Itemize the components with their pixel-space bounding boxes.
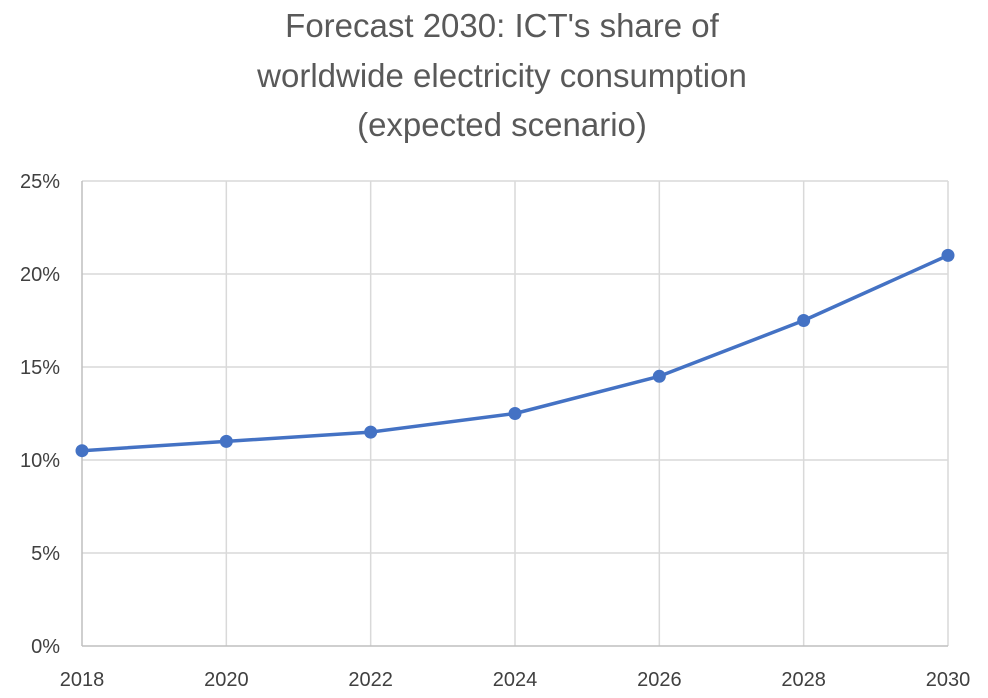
chart-title: Forecast 2030: ICT's share of worldwide … — [256, 7, 747, 143]
chart-title-line-2: worldwide electricity consumption — [256, 57, 747, 94]
data-point-2030 — [941, 248, 955, 262]
y-axis-tick-labels: 0% 5% 10% 15% 20% 25% — [20, 171, 60, 658]
y-tick-label: 15% — [20, 357, 60, 379]
y-tick-label: 20% — [20, 264, 60, 286]
x-tick-label: 2018 — [60, 669, 105, 691]
x-tick-label: 2020 — [204, 669, 249, 691]
x-tick-label: 2022 — [348, 669, 393, 691]
axes — [81, 181, 948, 647]
chart-title-line-3: (expected scenario) — [357, 106, 647, 143]
y-tick-label: 25% — [20, 171, 60, 193]
data-series — [75, 248, 955, 458]
x-tick-label: 2026 — [637, 669, 682, 691]
data-point-2020 — [219, 434, 233, 448]
data-point-2024 — [508, 407, 522, 420]
data-point-2026 — [652, 369, 666, 383]
x-tick-label: 2024 — [493, 669, 538, 691]
data-point-2022 — [364, 425, 378, 439]
x-axis-tick-labels: 2018 2020 2022 2024 2026 2028 2030 — [60, 669, 971, 691]
chart-title-line-1: Forecast 2030: ICT's share of — [285, 7, 719, 44]
y-tick-label: 0% — [31, 636, 60, 658]
y-tick-label: 10% — [20, 450, 60, 472]
data-point-2028 — [797, 314, 811, 327]
x-tick-label: 2028 — [781, 669, 826, 691]
y-tick-label: 5% — [31, 543, 60, 565]
x-tick-label: 2030 — [926, 669, 971, 691]
data-point-2018 — [75, 444, 89, 458]
